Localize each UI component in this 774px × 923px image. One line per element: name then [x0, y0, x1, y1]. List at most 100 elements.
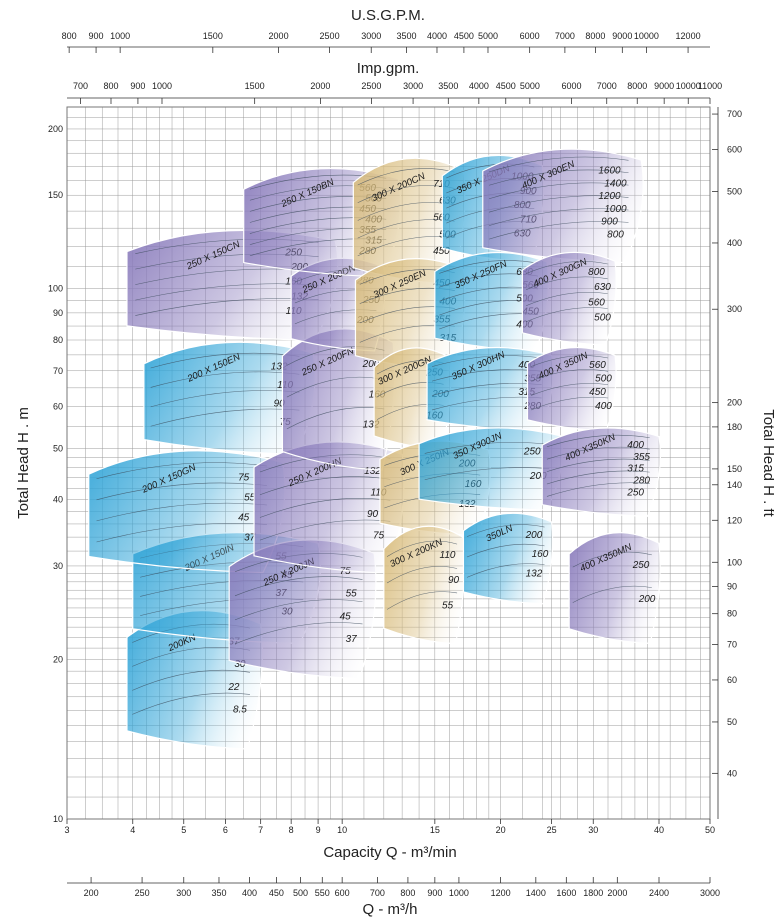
impeller-curve-label: 75	[238, 472, 250, 483]
impeller-curve	[439, 260, 539, 274]
tick-label: 3000	[361, 31, 381, 41]
impeller-curve-label: 355	[633, 452, 650, 463]
tick-label: 350	[211, 888, 226, 898]
tick-label: 60	[727, 675, 737, 685]
impeller-curve-label: 90	[367, 509, 379, 520]
impeller-curve-label: 630	[594, 282, 611, 293]
tick-label: 10	[53, 814, 63, 824]
tick-label: 900	[427, 888, 442, 898]
impeller-curve	[466, 524, 545, 537]
tick-label: 900	[130, 81, 145, 91]
tick-label: 600	[335, 888, 350, 898]
impeller-curve	[386, 566, 458, 584]
tick-label: 7	[258, 825, 263, 835]
tick-label: 12000	[676, 31, 701, 41]
impeller-curve-label: 55	[346, 589, 358, 600]
impgpm-title: Imp.gpm.	[357, 60, 420, 77]
impeller-curve-label: 200	[362, 359, 380, 370]
impeller-curve	[259, 519, 391, 541]
tick-label: 6000	[520, 31, 540, 41]
capacity-hour-title: Q - m³/h	[363, 901, 418, 918]
impeller-curve	[525, 261, 608, 274]
zone-350-x-300hn: 400355315280350 X 300HN	[426, 346, 554, 432]
tick-label: 70	[53, 366, 63, 376]
tick-label: 900	[89, 31, 104, 41]
impeller-curve-label: 560	[589, 360, 606, 371]
impeller-curve-label: 800	[588, 267, 605, 278]
tick-label: 800	[400, 888, 415, 898]
impeller-curve-label: 55	[244, 492, 256, 503]
tick-label: 700	[727, 109, 742, 119]
impeller-curve	[96, 502, 267, 522]
impeller-curve-label: 560	[433, 213, 450, 224]
impeller-curve	[530, 369, 609, 382]
impeller-curve	[234, 599, 363, 621]
impeller-curve-label: 315	[627, 464, 644, 475]
impeller-curve	[530, 396, 609, 411]
tick-label: 4000	[427, 31, 447, 41]
impeller-curve	[386, 591, 458, 610]
zone-300-x-200cn: 710630560500450300 X 200CN	[352, 157, 466, 285]
tick-label: 200	[84, 888, 99, 898]
tick-label: 4000	[469, 81, 489, 91]
usgpm-title: U.S.G.P.M.	[351, 7, 425, 24]
impeller-curve-label: 110	[371, 487, 387, 498]
impgpm-ticks: 700 800 900 1000 1500 2000 2500 3000 3500 4000 450…	[73, 81, 722, 104]
impeller-curve	[530, 383, 609, 396]
tick-label: 4500	[496, 81, 516, 91]
impeller-curve	[530, 355, 609, 367]
tick-label: 60	[53, 401, 63, 411]
tick-label: 1200	[491, 888, 511, 898]
usgpm-scale: 800 900 1000 1500 2000 2500 3000 3500 4000 4500 50…	[62, 7, 710, 53]
zone-area	[482, 148, 644, 264]
impeller-curve	[132, 669, 250, 691]
impeller-curve-label: 200	[525, 530, 543, 541]
tick-label: 100	[727, 557, 742, 567]
impeller-curve-label: 800	[607, 229, 624, 240]
tick-label: 9000	[612, 31, 632, 41]
tick-label: 50	[705, 825, 715, 835]
impeller-curve-label: 250	[626, 487, 644, 498]
pump-zones: 3730228.5200KN55453730200 X 150IN7555453…	[88, 148, 662, 750]
tick-label: 600	[727, 145, 742, 155]
impeller-curve	[132, 692, 250, 715]
tick-label: 1800	[583, 888, 603, 898]
impeller-curve-label: 30	[234, 659, 246, 670]
tick-label: 400	[727, 238, 742, 248]
tick-label: 450	[269, 888, 284, 898]
tick-label: 7000	[555, 31, 575, 41]
impeller-curve-label: 8.5	[233, 705, 247, 716]
impeller-curve	[525, 307, 608, 323]
impeller-curve	[546, 446, 650, 460]
impeller-curve-label: 500	[594, 313, 611, 324]
tick-label: 50	[727, 717, 737, 727]
impeller-curve	[489, 208, 629, 226]
tick-label: 8000	[585, 31, 605, 41]
impeller-curve	[525, 276, 608, 290]
impeller-curve-label: 450	[589, 387, 606, 398]
impeller-curve	[489, 221, 629, 240]
impeller-curve-label: 710	[433, 179, 450, 190]
tick-label: 150	[727, 464, 742, 474]
tick-label: 8000	[627, 81, 647, 91]
tick-label: 30	[588, 825, 598, 835]
impeller-curve	[546, 482, 650, 497]
impeller-curve	[466, 563, 545, 578]
impeller-curve	[96, 522, 267, 543]
tick-label: 10	[337, 825, 347, 835]
zone-area	[521, 251, 617, 346]
impeller-curve	[546, 434, 650, 448]
impeller-curve-label: 75	[373, 531, 385, 542]
tick-label: 10000	[634, 31, 659, 41]
tick-label: 2000	[607, 888, 627, 898]
impeller-curve	[234, 576, 363, 597]
zone-area	[462, 512, 554, 605]
impeller-curve	[234, 622, 363, 645]
tick-label: 9	[316, 825, 321, 835]
impeller-curve-label: 132	[271, 362, 288, 373]
impeller-curve-label: 450	[433, 246, 450, 257]
tick-label: 500	[293, 888, 308, 898]
tick-label: 3500	[438, 81, 458, 91]
